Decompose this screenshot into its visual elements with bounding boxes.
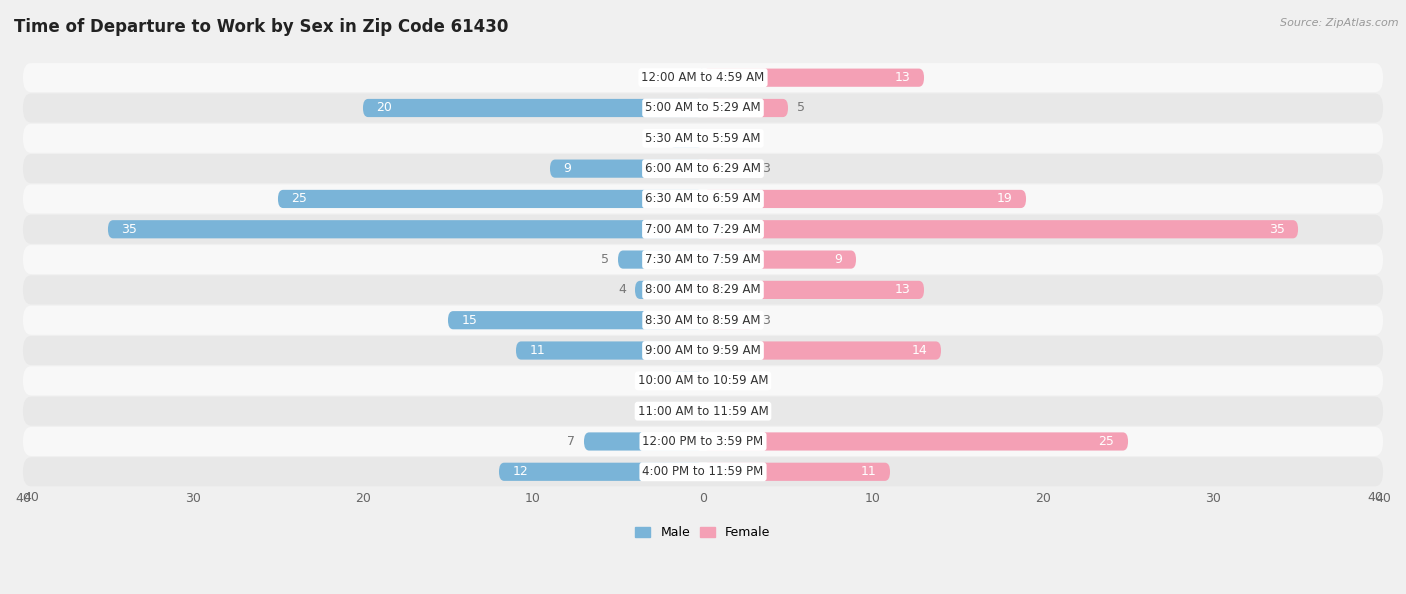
FancyBboxPatch shape: [703, 99, 787, 117]
FancyBboxPatch shape: [703, 463, 890, 481]
FancyBboxPatch shape: [278, 190, 703, 208]
FancyBboxPatch shape: [703, 342, 941, 359]
FancyBboxPatch shape: [22, 427, 1384, 456]
Text: 9:00 AM to 9:59 AM: 9:00 AM to 9:59 AM: [645, 344, 761, 357]
Text: 35: 35: [121, 223, 138, 236]
Text: 25: 25: [1098, 435, 1115, 448]
FancyBboxPatch shape: [499, 463, 703, 481]
Text: 6:30 AM to 6:59 AM: 6:30 AM to 6:59 AM: [645, 192, 761, 206]
Text: Source: ZipAtlas.com: Source: ZipAtlas.com: [1281, 18, 1399, 28]
Text: 11: 11: [530, 344, 546, 357]
Text: 7: 7: [568, 435, 575, 448]
Text: 5: 5: [797, 102, 804, 115]
FancyBboxPatch shape: [703, 432, 1128, 451]
FancyBboxPatch shape: [550, 160, 703, 178]
Text: 25: 25: [291, 192, 308, 206]
FancyBboxPatch shape: [22, 93, 1384, 122]
Text: 9: 9: [564, 162, 571, 175]
Text: 0: 0: [711, 132, 720, 145]
Text: 12:00 PM to 3:59 PM: 12:00 PM to 3:59 PM: [643, 435, 763, 448]
FancyBboxPatch shape: [619, 251, 703, 268]
Text: 0: 0: [711, 405, 720, 418]
Text: 3: 3: [762, 314, 770, 327]
FancyBboxPatch shape: [22, 214, 1384, 244]
Text: 5: 5: [602, 253, 609, 266]
Text: 40: 40: [22, 491, 39, 504]
FancyBboxPatch shape: [700, 402, 703, 420]
Text: 6:00 AM to 6:29 AM: 6:00 AM to 6:29 AM: [645, 162, 761, 175]
FancyBboxPatch shape: [703, 311, 754, 329]
FancyBboxPatch shape: [703, 160, 754, 178]
Text: 7:00 AM to 7:29 AM: 7:00 AM to 7:29 AM: [645, 223, 761, 236]
FancyBboxPatch shape: [703, 251, 856, 268]
FancyBboxPatch shape: [22, 276, 1384, 305]
Text: 19: 19: [997, 192, 1012, 206]
Text: 15: 15: [461, 314, 478, 327]
FancyBboxPatch shape: [703, 372, 706, 390]
FancyBboxPatch shape: [703, 281, 924, 299]
FancyBboxPatch shape: [516, 342, 703, 359]
Text: 8:30 AM to 8:59 AM: 8:30 AM to 8:59 AM: [645, 314, 761, 327]
Text: 14: 14: [911, 344, 928, 357]
Text: 40: 40: [1367, 491, 1384, 504]
Text: 5:00 AM to 5:29 AM: 5:00 AM to 5:29 AM: [645, 102, 761, 115]
FancyBboxPatch shape: [669, 372, 703, 390]
FancyBboxPatch shape: [22, 457, 1384, 486]
FancyBboxPatch shape: [22, 397, 1384, 426]
FancyBboxPatch shape: [703, 402, 706, 420]
Text: 8:00 AM to 8:29 AM: 8:00 AM to 8:29 AM: [645, 283, 761, 296]
FancyBboxPatch shape: [583, 432, 703, 451]
Text: 35: 35: [1268, 223, 1285, 236]
Text: 0: 0: [686, 405, 695, 418]
FancyBboxPatch shape: [22, 154, 1384, 183]
Text: 0: 0: [686, 71, 695, 84]
FancyBboxPatch shape: [703, 190, 1026, 208]
Text: 2: 2: [652, 374, 661, 387]
Text: 5:30 AM to 5:59 AM: 5:30 AM to 5:59 AM: [645, 132, 761, 145]
Text: 3: 3: [762, 162, 770, 175]
Text: 4:00 PM to 11:59 PM: 4:00 PM to 11:59 PM: [643, 465, 763, 478]
Text: 9: 9: [835, 253, 842, 266]
Text: 12:00 AM to 4:59 AM: 12:00 AM to 4:59 AM: [641, 71, 765, 84]
Text: 13: 13: [894, 71, 911, 84]
Text: 4: 4: [619, 283, 627, 296]
FancyBboxPatch shape: [22, 184, 1384, 213]
Text: 13: 13: [894, 283, 911, 296]
Text: 0: 0: [711, 374, 720, 387]
FancyBboxPatch shape: [22, 336, 1384, 365]
FancyBboxPatch shape: [449, 311, 703, 329]
FancyBboxPatch shape: [22, 306, 1384, 335]
Text: 11: 11: [860, 465, 876, 478]
FancyBboxPatch shape: [636, 281, 703, 299]
FancyBboxPatch shape: [669, 129, 703, 147]
Text: 12: 12: [513, 465, 529, 478]
FancyBboxPatch shape: [108, 220, 703, 238]
Legend: Male, Female: Male, Female: [630, 522, 776, 544]
FancyBboxPatch shape: [703, 68, 924, 87]
FancyBboxPatch shape: [22, 124, 1384, 153]
Text: 10:00 AM to 10:59 AM: 10:00 AM to 10:59 AM: [638, 374, 768, 387]
FancyBboxPatch shape: [363, 99, 703, 117]
FancyBboxPatch shape: [22, 366, 1384, 396]
FancyBboxPatch shape: [703, 129, 706, 147]
FancyBboxPatch shape: [703, 220, 1298, 238]
FancyBboxPatch shape: [700, 68, 703, 87]
Text: 7:30 AM to 7:59 AM: 7:30 AM to 7:59 AM: [645, 253, 761, 266]
FancyBboxPatch shape: [22, 63, 1384, 92]
Text: 2: 2: [652, 132, 661, 145]
Text: Time of Departure to Work by Sex in Zip Code 61430: Time of Departure to Work by Sex in Zip …: [14, 18, 509, 36]
Text: 20: 20: [377, 102, 392, 115]
FancyBboxPatch shape: [22, 245, 1384, 274]
Text: 11:00 AM to 11:59 AM: 11:00 AM to 11:59 AM: [638, 405, 768, 418]
